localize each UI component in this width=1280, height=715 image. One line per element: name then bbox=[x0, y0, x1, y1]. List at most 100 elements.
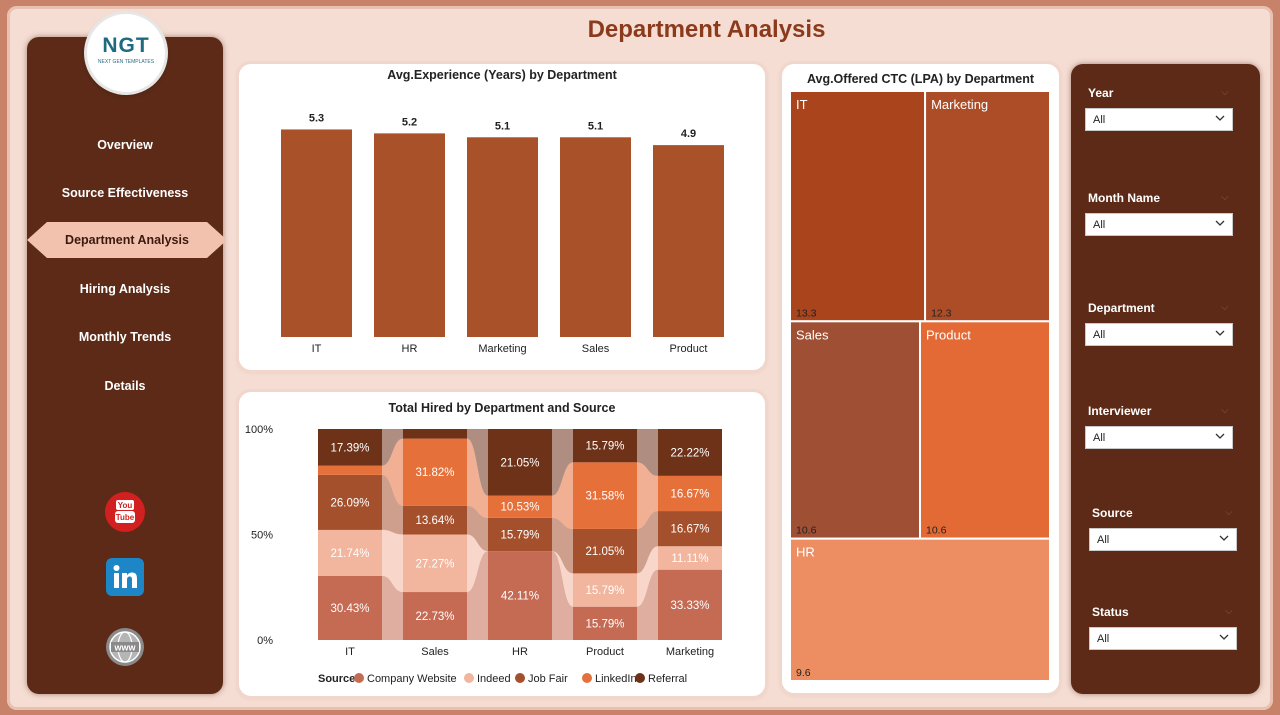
chevron-down-icon[interactable]: ⌵ bbox=[1221, 192, 1229, 203]
data-label: 42.11% bbox=[501, 591, 539, 603]
ribbon bbox=[552, 462, 573, 529]
data-label: 22.22% bbox=[670, 447, 709, 459]
data-label: 15.79% bbox=[585, 618, 624, 630]
chevron-down-icon[interactable]: ⌵ bbox=[1221, 87, 1229, 98]
chevron-down-icon[interactable]: ⌵ bbox=[1225, 606, 1233, 617]
data-label: 21.05% bbox=[585, 546, 624, 558]
nav-item-source-effectiveness[interactable]: Source Effectiveness bbox=[61, 186, 189, 200]
data-label: 4.9 bbox=[681, 128, 696, 140]
data-label: 33.33% bbox=[670, 600, 709, 612]
y-tick-label: 100% bbox=[245, 424, 273, 436]
stacked-segment bbox=[573, 429, 637, 463]
ribbon bbox=[552, 551, 573, 607]
ribbon bbox=[637, 429, 658, 476]
treemap-label: Marketing bbox=[931, 97, 988, 112]
bar bbox=[374, 133, 445, 337]
chevron-down-icon bbox=[1215, 330, 1225, 336]
treemap-label: HR bbox=[796, 545, 815, 560]
filter-select-department[interactable]: All bbox=[1085, 323, 1233, 346]
ribbon bbox=[467, 429, 488, 496]
ribbon bbox=[552, 517, 573, 574]
stacked-segment bbox=[318, 575, 382, 640]
chevron-down-icon[interactable]: ⌵ bbox=[1221, 302, 1229, 313]
legend-label: Indeed bbox=[477, 673, 511, 685]
filter-label-source: Source bbox=[1092, 506, 1133, 520]
youtube-icon[interactable]: You Tube bbox=[105, 492, 145, 532]
x-tick-label: Sales bbox=[421, 646, 449, 658]
chevron-down-icon bbox=[1215, 220, 1225, 226]
data-label: 15.79% bbox=[585, 585, 624, 597]
data-label: 5.3 bbox=[309, 112, 324, 124]
ctc-treemap: IT 13.3 Marketing 12.3 Sales 10.6 Product 10.6 H… bbox=[789, 90, 1051, 683]
x-tick-label: HR bbox=[512, 646, 528, 658]
treemap-label: IT bbox=[796, 97, 808, 112]
filter-select-status[interactable]: All bbox=[1089, 627, 1237, 650]
x-tick-label: IT bbox=[345, 646, 355, 658]
ribbon bbox=[382, 529, 403, 593]
chart-title: Avg.Experience (Years) by Department bbox=[387, 68, 617, 82]
chart-title: Total Hired by Department and Source bbox=[388, 401, 616, 415]
ribbon bbox=[382, 438, 403, 506]
stacked-segment bbox=[488, 517, 552, 552]
legend-label: LinkedIn bbox=[595, 673, 637, 685]
filter-value: All bbox=[1093, 328, 1106, 341]
ribbon bbox=[552, 429, 573, 496]
stacked-segment bbox=[658, 546, 722, 570]
stacked-segment bbox=[573, 528, 637, 574]
treemap-tile bbox=[924, 90, 1051, 323]
treemap-value: 9.6 bbox=[796, 667, 811, 679]
logo-text: NGT bbox=[102, 34, 150, 57]
logo: NGT NEXT GEN TEMPLATES bbox=[87, 14, 165, 92]
filter-select-interviewer[interactable]: All bbox=[1085, 426, 1233, 449]
stacked-segment bbox=[658, 475, 722, 512]
nav-item-details[interactable]: Details bbox=[104, 379, 146, 393]
stacked-segment bbox=[573, 462, 637, 529]
stacked-segment bbox=[573, 573, 637, 607]
legend-label: Referral bbox=[648, 673, 687, 685]
data-label: 31.58% bbox=[585, 491, 624, 503]
ribbon bbox=[467, 534, 488, 593]
chevron-down-icon[interactable]: ⌵ bbox=[1221, 405, 1229, 416]
filter-label-interviewer: Interviewer bbox=[1088, 404, 1152, 418]
svg-text:www: www bbox=[113, 643, 136, 653]
ribbon bbox=[467, 438, 488, 518]
stacked-segment bbox=[403, 534, 467, 593]
ribbon bbox=[637, 569, 658, 640]
filter-select-month-name[interactable]: All bbox=[1085, 213, 1233, 236]
nav-item-department-analysis[interactable]: Department Analysis bbox=[27, 222, 227, 258]
hired-stacked-chart: 100% 50% 0% 30.43% 22.73% 42.11% 15.79% 33.33% 2… bbox=[245, 424, 722, 685]
treemap-value: 13.3 bbox=[796, 307, 817, 319]
data-label: 22.73% bbox=[415, 611, 454, 623]
linkedin-icon[interactable] bbox=[105, 557, 145, 597]
page-title: Department Analysis bbox=[587, 16, 826, 43]
treemap-tile bbox=[919, 320, 1051, 540]
data-label: 26.09% bbox=[330, 497, 369, 509]
stacked-segment bbox=[318, 465, 382, 475]
globe-icon[interactable]: www bbox=[105, 627, 145, 667]
stacked-segment bbox=[403, 429, 467, 439]
filter-value: All bbox=[1093, 113, 1106, 126]
chart-title: Avg.Offered CTC (LPA) by Department bbox=[806, 72, 1035, 86]
filter-select-year[interactable]: All bbox=[1085, 108, 1233, 131]
bar bbox=[560, 137, 631, 337]
x-tick-label: Product bbox=[670, 343, 708, 355]
chevron-down-icon[interactable]: ⌵ bbox=[1225, 507, 1233, 518]
nav-item-overview[interactable]: Overview bbox=[97, 138, 153, 152]
stacked-segment bbox=[318, 474, 382, 530]
data-label: 17.39% bbox=[330, 442, 369, 454]
x-tick-label: Product bbox=[586, 646, 624, 658]
filter-value: All bbox=[1093, 431, 1106, 444]
stacked-segment bbox=[403, 592, 467, 640]
data-label: 10.53% bbox=[500, 502, 539, 514]
data-label: 21.05% bbox=[500, 457, 539, 469]
ribbon bbox=[467, 551, 488, 640]
chevron-down-icon bbox=[1219, 535, 1229, 541]
nav-item-monthly-trends[interactable]: Monthly Trends bbox=[78, 330, 172, 344]
legend-swatch bbox=[354, 673, 364, 683]
bar bbox=[653, 145, 724, 337]
filter-value: All bbox=[1097, 632, 1110, 645]
x-tick-label: HR bbox=[402, 343, 418, 355]
ribbon bbox=[467, 505, 488, 552]
nav-item-hiring-analysis[interactable]: Hiring Analysis bbox=[79, 282, 171, 296]
filter-select-source[interactable]: All bbox=[1089, 528, 1237, 551]
